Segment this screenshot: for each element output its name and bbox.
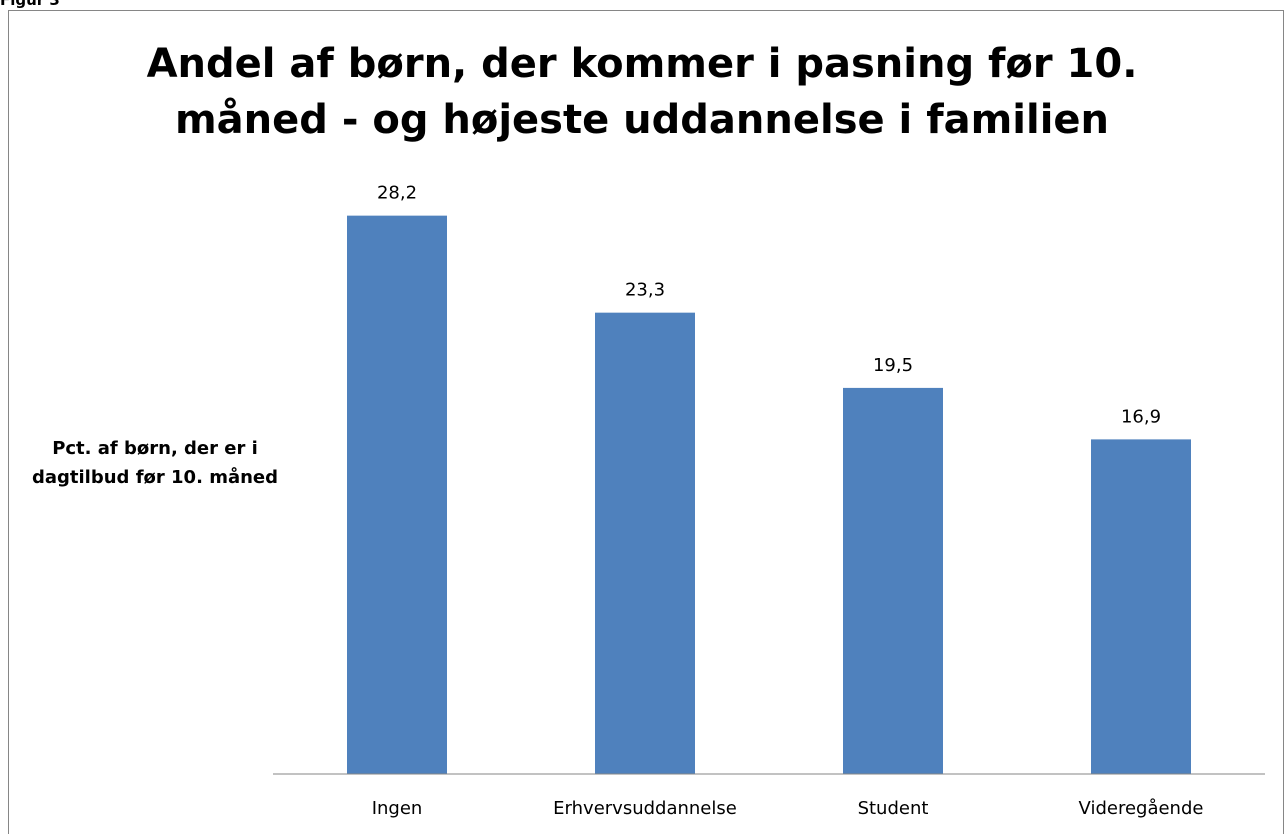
bar [1091, 439, 1191, 774]
x-tick-label: Ingen [372, 798, 423, 819]
x-tick-label: Student [858, 798, 929, 819]
data-label: 19,5 [873, 355, 913, 376]
bar [595, 312, 695, 774]
x-tick-label: Erhvervsuddannelse [553, 798, 737, 819]
bar [347, 215, 447, 774]
bar [843, 387, 943, 774]
data-label: 28,2 [377, 183, 417, 204]
chart-title: Andel af børn, der kommer i pasning før … [146, 41, 1138, 143]
data-label: 23,3 [625, 280, 665, 301]
x-tick-label: Videregående [1079, 798, 1204, 819]
data-label: 16,9 [1121, 406, 1161, 427]
y-axis-label: Pct. af børn, der er i dagtilbud før 10.… [31, 438, 278, 488]
figure-label: Figur 3 [0, 0, 60, 9]
